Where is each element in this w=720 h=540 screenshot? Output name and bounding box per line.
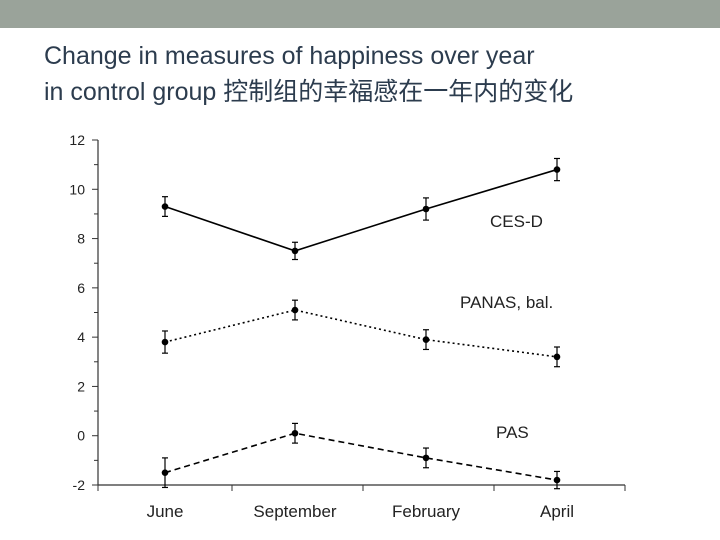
- series-line: [164, 309, 558, 358]
- data-point: [161, 469, 169, 476]
- series-label: PAS: [496, 423, 529, 442]
- chart-labels: CES-D PANAS, bal. PAS: [460, 212, 553, 442]
- top-accent-bar: [0, 0, 720, 28]
- data-point: [422, 205, 430, 213]
- y-tick-label: -2: [73, 477, 86, 493]
- series-label: PANAS, bal.: [460, 293, 553, 312]
- x-category-label: February: [392, 502, 461, 521]
- y-tick-label: 8: [77, 231, 85, 247]
- y-tick-label: 2: [77, 378, 85, 394]
- data-point: [553, 353, 561, 361]
- series-line: [164, 168, 558, 252]
- x-category-label: June: [147, 502, 184, 521]
- y-tick-label: 10: [69, 181, 85, 197]
- y-tick-label: 12: [69, 132, 85, 148]
- series-label: CES-D: [490, 212, 543, 231]
- y-tick-label: 0: [77, 428, 85, 444]
- series-line: [164, 432, 558, 481]
- data-point: [422, 454, 430, 462]
- slide-title: Change in measures of happiness over yea…: [44, 38, 704, 110]
- data-point: [553, 476, 561, 484]
- data-point: [161, 338, 169, 346]
- data-point: [422, 336, 430, 343]
- y-tick-label: 4: [77, 329, 85, 345]
- slide-title-line-1: Change in measures of happiness over yea…: [44, 42, 535, 70]
- data-point: [291, 306, 299, 314]
- data-point: [291, 429, 299, 437]
- chart-plot-area: [161, 157, 561, 490]
- x-category-label: April: [540, 502, 574, 521]
- y-tick-label: 6: [77, 280, 85, 296]
- data-point: [161, 203, 169, 210]
- data-point: [553, 166, 561, 173]
- data-point: [291, 247, 299, 255]
- slide-title-line-2: in control group 控制组的幸福感在一年内的变化: [44, 78, 574, 106]
- chart-axes: 12 10 8 6 4 2 0 -2 June September February April: [69, 132, 626, 521]
- x-category-label: September: [253, 502, 336, 521]
